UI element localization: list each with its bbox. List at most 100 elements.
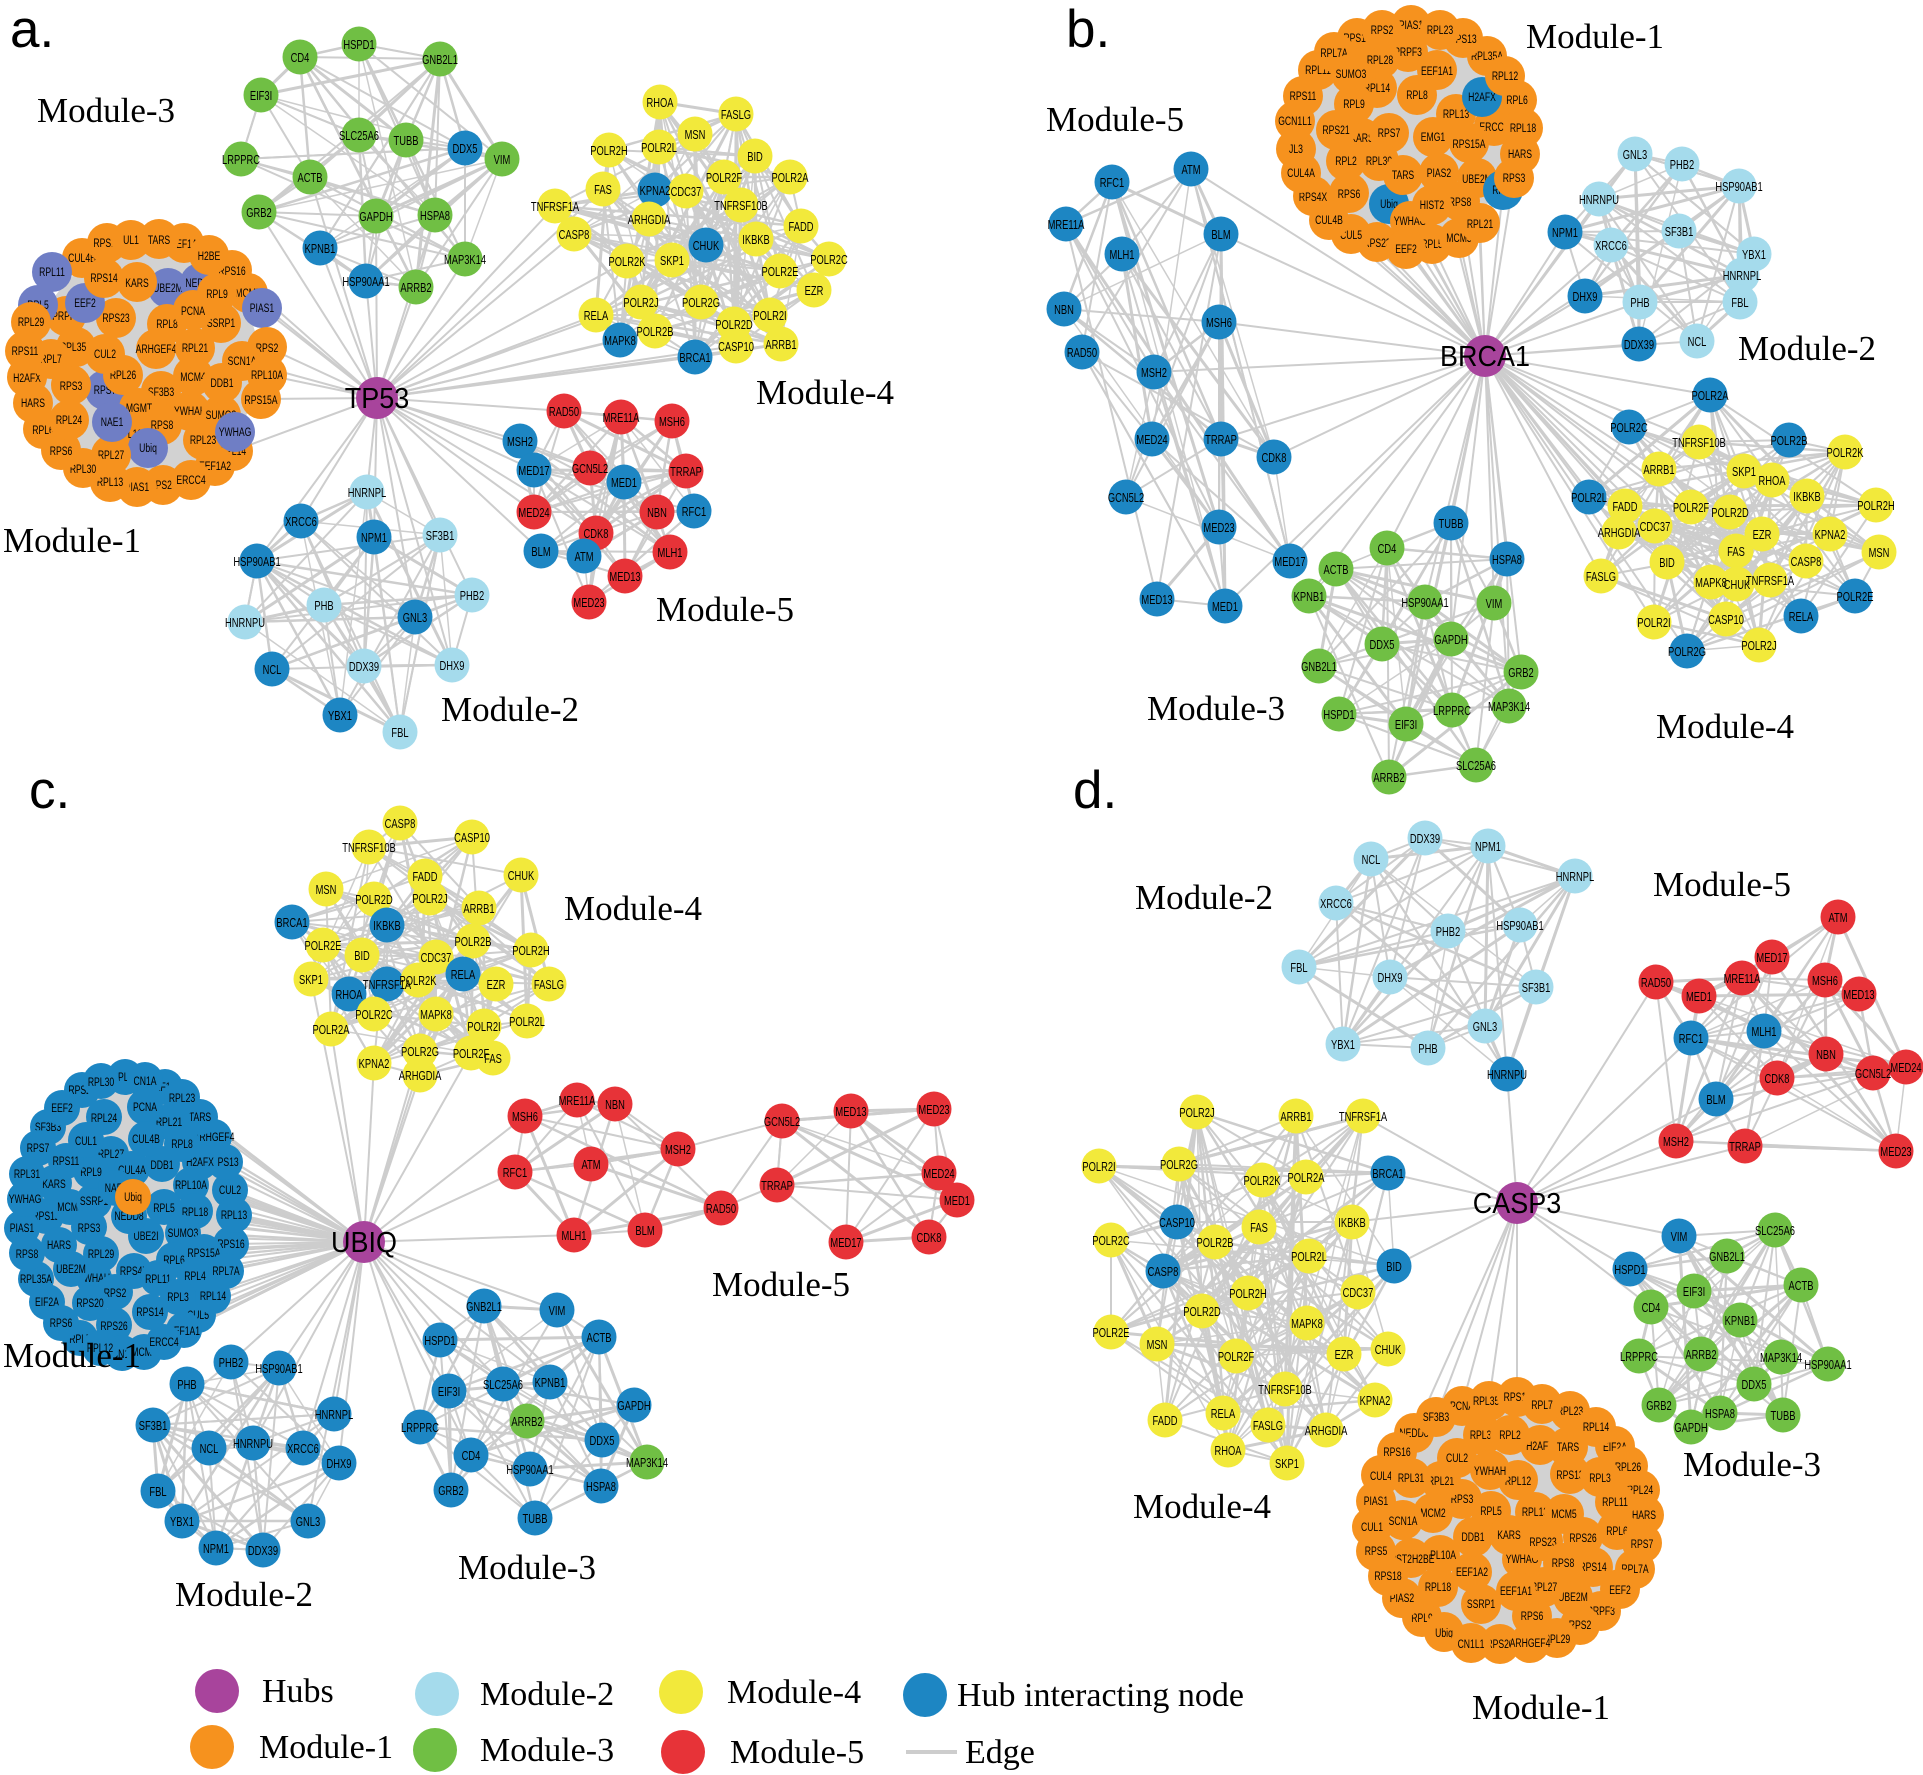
svg-text:TRRAP: TRRAP	[670, 466, 702, 480]
svg-text:RPS6: RPS6	[50, 1318, 73, 1331]
svg-text:RPS5: RPS5	[1365, 1546, 1388, 1559]
svg-text:GAPDH: GAPDH	[359, 211, 392, 225]
svg-text:Module-3: Module-3	[480, 1732, 614, 1769]
svg-text:HARS: HARS	[21, 398, 45, 411]
svg-text:ATM: ATM	[581, 1159, 600, 1173]
svg-text:POLR2B: POLR2B	[1771, 435, 1808, 449]
svg-text:PCNA: PCNA	[1450, 1401, 1474, 1414]
svg-text:RPL2: RPL2	[1335, 156, 1357, 169]
svg-text:MED1: MED1	[611, 477, 637, 491]
svg-text:NCL: NCL	[263, 664, 282, 678]
svg-text:CUL4B: CUL4B	[1315, 215, 1343, 228]
svg-text:MAPK8: MAPK8	[604, 335, 636, 349]
svg-text:MED24: MED24	[518, 507, 549, 521]
svg-text:RPL5: RPL5	[1480, 1506, 1502, 1519]
svg-text:RELA: RELA	[1789, 611, 1814, 625]
svg-text:RPL12: RPL12	[1492, 71, 1519, 84]
svg-text:EMG1: EMG1	[1421, 132, 1446, 145]
svg-text:CN1L1: CN1L1	[1458, 1639, 1485, 1652]
svg-text:SF3B3: SF3B3	[1423, 1412, 1450, 1425]
svg-text:HSP90AA1: HSP90AA1	[1804, 1359, 1851, 1373]
svg-text:FADD: FADD	[413, 871, 438, 885]
svg-text:HSPD1: HSPD1	[1614, 1264, 1645, 1278]
svg-text:HSPA8: HSPA8	[586, 1481, 616, 1495]
svg-text:CDC37: CDC37	[1640, 521, 1671, 535]
svg-text:KPNB1: KPNB1	[1294, 591, 1325, 605]
svg-text:UBE2M: UBE2M	[153, 283, 183, 296]
svg-text:RPS11: RPS11	[12, 346, 39, 359]
svg-text:BLM: BLM	[1706, 1094, 1725, 1108]
svg-text:RPL13: RPL13	[221, 1210, 248, 1223]
svg-text:RFC1: RFC1	[503, 1167, 527, 1181]
svg-text:RPS2: RPS2	[1371, 25, 1394, 38]
svg-text:DHX9: DHX9	[440, 660, 465, 674]
svg-text:EIF3I: EIF3I	[1395, 719, 1417, 733]
svg-text:RPL8: RPL8	[171, 1139, 193, 1152]
svg-text:NCL: NCL	[1362, 854, 1381, 868]
svg-text:PIAS2: PIAS2	[1390, 1593, 1415, 1606]
svg-text:RPS3: RPS3	[1451, 1494, 1474, 1507]
svg-text:POLR2C: POLR2C	[355, 1009, 392, 1023]
svg-text:HSP90AA1: HSP90AA1	[506, 1464, 553, 1478]
svg-text:ARRB1: ARRB1	[1643, 464, 1674, 478]
svg-text:RAD50: RAD50	[1641, 977, 1671, 991]
svg-text:CUL2: CUL2	[94, 349, 116, 362]
svg-text:CDC37: CDC37	[421, 952, 452, 966]
svg-text:Module-5: Module-5	[656, 590, 794, 629]
svg-text:TARS: TARS	[189, 1112, 211, 1125]
svg-text:PRPF3: PRPF3	[1394, 47, 1422, 60]
svg-text:HSP90AB1: HSP90AB1	[1496, 920, 1543, 934]
svg-text:SSRP1: SSRP1	[80, 1196, 108, 1209]
svg-text:POLR2H: POLR2H	[512, 945, 549, 959]
svg-text:MAP3K14: MAP3K14	[1760, 1352, 1802, 1366]
svg-text:SF3B1: SF3B1	[1522, 982, 1551, 996]
svg-text:SKP1: SKP1	[299, 974, 323, 988]
svg-text:MED17: MED17	[830, 1237, 861, 1251]
svg-text:RPL6: RPL6	[1606, 1526, 1628, 1539]
svg-text:GNL3: GNL3	[1473, 1021, 1497, 1035]
svg-text:CN1A: CN1A	[133, 1076, 156, 1089]
svg-text:CDK8: CDK8	[1765, 1073, 1790, 1087]
svg-text:POLR2H: POLR2H	[1229, 1288, 1266, 1302]
svg-text:RPL11: RPL11	[1602, 1497, 1628, 1510]
svg-text:RAD50: RAD50	[706, 1203, 736, 1217]
svg-text:Edge: Edge	[965, 1734, 1035, 1771]
svg-text:GCN5L2: GCN5L2	[572, 463, 608, 477]
svg-text:FADD: FADD	[1613, 501, 1638, 515]
svg-text:SKP1: SKP1	[660, 255, 684, 269]
svg-text:CASP10: CASP10	[718, 341, 754, 355]
svg-text:Ubiq: Ubiq	[139, 443, 157, 456]
svg-text:RPL35A: RPL35A	[20, 1274, 52, 1287]
svg-text:TRRAP: TRRAP	[1205, 434, 1237, 448]
svg-text:GCN5L2: GCN5L2	[764, 1116, 800, 1130]
svg-text:RPL7A: RPL7A	[212, 1266, 239, 1279]
svg-text:PIAS1: PIAS1	[1364, 1496, 1389, 1509]
svg-text:FASLG: FASLG	[534, 979, 564, 993]
svg-text:RPL7: RPL7	[1531, 1400, 1553, 1413]
svg-text:ARHGEF4: ARHGEF4	[194, 1132, 235, 1145]
svg-text:MCM4: MCM4	[180, 372, 206, 385]
svg-text:SSRP1: SSRP1	[1467, 1599, 1495, 1612]
svg-text:RPS13: RPS13	[211, 1157, 238, 1170]
svg-text:HNRNPU: HNRNPU	[225, 617, 265, 631]
svg-text:MSH2: MSH2	[665, 1144, 691, 1158]
svg-text:RPL10A: RPL10A	[1424, 1550, 1456, 1563]
svg-text:SF3B1: SF3B1	[139, 1420, 168, 1434]
svg-text:TARS: TARS	[148, 235, 170, 248]
svg-text:Module-3: Module-3	[1683, 1445, 1821, 1484]
svg-text:RPL30: RPL30	[70, 464, 97, 477]
svg-text:YBX1: YBX1	[170, 1516, 194, 1530]
svg-text:RPL2: RPL2	[1499, 1430, 1521, 1443]
svg-text:RPS4X: RPS4X	[1299, 192, 1327, 205]
svg-text:DDB1: DDB1	[150, 1160, 173, 1173]
svg-text:GAPDH: GAPDH	[617, 1400, 650, 1414]
svg-text:H2AFX: H2AFX	[1526, 1441, 1554, 1454]
svg-text:MAPK8: MAPK8	[1695, 577, 1727, 591]
svg-text:RELA: RELA	[1211, 1408, 1236, 1422]
svg-text:POLR2D: POLR2D	[1711, 507, 1748, 521]
svg-text:BID: BID	[1386, 1261, 1402, 1275]
svg-text:POLR2E: POLR2E	[305, 940, 342, 954]
svg-text:POLR2K: POLR2K	[1827, 447, 1864, 461]
svg-text:RPL21: RPL21	[182, 343, 209, 356]
svg-text:RPS20: RPS20	[1486, 1639, 1513, 1652]
